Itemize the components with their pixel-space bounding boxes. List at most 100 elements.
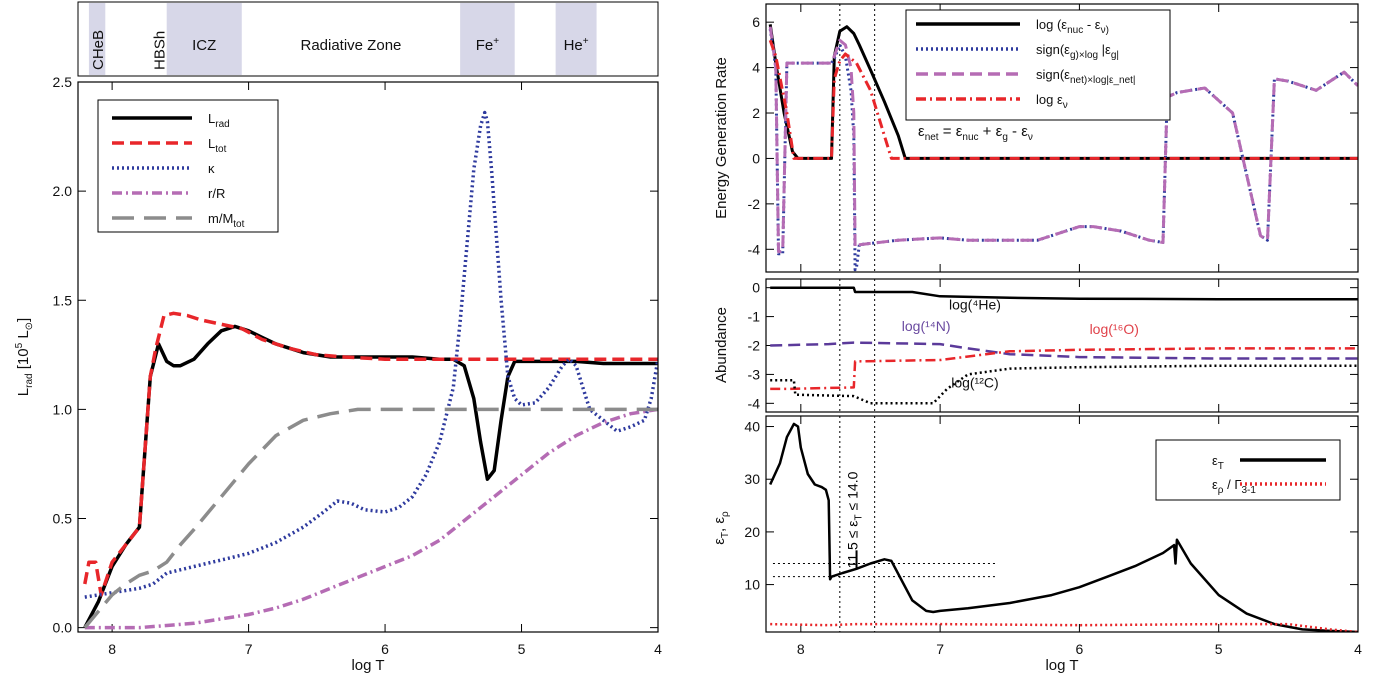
panel-left: 8 7 6 5 4 0.0 0.5 1.0 1.5 2.0 2.5 (53, 74, 663, 657)
x-axis-title: log T (1045, 657, 1078, 674)
plot-frame (765, 278, 1359, 413)
legend-label-part: ε (1212, 477, 1218, 492)
plot-frame (765, 3, 1359, 273)
series-line-2 (84, 110, 658, 599)
range-annotation-text-part: ≤ 14.0 (845, 471, 861, 514)
zone-label: ICZ (192, 37, 216, 54)
legend-label-script: 3-1 (1242, 485, 1257, 496)
zone-shade (460, 3, 515, 75)
legend-frame (1155, 439, 1341, 501)
y-tick-label: -3 (748, 366, 761, 382)
legend-label-script: ν (1063, 100, 1068, 111)
x-tick-label: 4 (654, 641, 662, 657)
x-tick-label: 7 (245, 641, 253, 657)
series-line-1 (83, 311, 658, 597)
plot-area (770, 279, 1358, 412)
y-axis-title-text-part: L (15, 330, 32, 343)
y-axis-title-text-script: rad (24, 373, 35, 387)
series-line-2 (768, 26, 1358, 254)
y-axis-title-text-script: T (720, 532, 731, 538)
legend-label-script: g| (1111, 50, 1119, 61)
legend-label-script: rad (215, 119, 229, 130)
series-line-1 (770, 341, 1358, 360)
legend-label: κ (208, 161, 215, 176)
x-tick-label: 8 (108, 641, 116, 657)
plot-frame (765, 415, 1359, 633)
legend-label-script: nuc (1067, 25, 1083, 36)
y-tick-label: 2 (752, 105, 760, 121)
panel-right_middle: 0 -1 -2 -3 -4 (748, 278, 1359, 413)
plot-area (83, 110, 658, 630)
zone-shade (88, 3, 106, 75)
legend-label: m/Mtot​ (208, 211, 245, 230)
zone-label: Fe+​ (476, 36, 500, 54)
y-tick-label: 1.5 (53, 292, 73, 308)
zone-label: Radiative Zone (300, 37, 401, 54)
legend-label-script: ρ (1218, 485, 1224, 496)
y-tick-label: 10 (744, 577, 760, 593)
legend-label-script: g)×log (1070, 50, 1098, 61)
legend-label-part: κ (208, 161, 215, 176)
legend-label-part: r/R (208, 186, 225, 201)
legend-label-part: log ε (1036, 92, 1063, 107)
legend-label-part: m/M (208, 211, 233, 226)
x-tick-label: 8 (797, 641, 805, 657)
zone-shade (555, 3, 597, 75)
energy-annotation-script: ν (1028, 132, 1033, 143)
zone-label-script: + (493, 36, 499, 47)
plot-layer: 8 7 6 5 4 0.0 0.5 1.0 1.5 2.0 2.5 CHeB HBSh ICZ Radiat… (14, 1, 1362, 674)
abundance-label: log(¹²C) (951, 374, 998, 390)
zone-label-part: ICZ (192, 37, 216, 54)
y-tick-label: 6 (752, 14, 760, 30)
legend-label-script: tot (233, 219, 244, 230)
legend-label: r/R (208, 186, 225, 201)
energy-annotation-part: ε (918, 123, 925, 140)
y-axis-title-text-part: , ε (711, 517, 728, 532)
legend-label-part: ε (1212, 453, 1218, 468)
zone-label: CHeB (90, 30, 107, 70)
zone-shade (166, 3, 242, 75)
y-tick-label: 4 (752, 60, 760, 76)
y-tick-label: 0.0 (53, 620, 73, 636)
legend-label-part: log (ε (1036, 17, 1067, 32)
legend-label-part: - ε (1083, 17, 1101, 32)
x-tick-label: 6 (381, 641, 389, 657)
legend-label-part: sign(ε (1036, 67, 1070, 82)
zone-bar: CHeB HBSh ICZ Radiative Zone Fe+​ He+​ (77, 1, 659, 77)
series-line-3 (770, 364, 1358, 405)
y-tick-label: 0 (752, 150, 760, 166)
y-axis-title-text-part: L (15, 388, 32, 396)
legend-label: log εν​ (1036, 92, 1068, 111)
abundance-label: log(¹⁴N) (902, 318, 951, 334)
series-line-0 (769, 422, 1358, 632)
legend-label-script: net)×log|ε_net| (1070, 75, 1136, 86)
zone-label-part: Radiative Zone (300, 37, 401, 54)
zone-label-part: He (564, 37, 583, 54)
legend-label: sign(εnet)×log|ε_net|​ (1036, 67, 1136, 86)
x-tick-label: 6 (1076, 641, 1084, 657)
energy-annotation-part: = ε (939, 123, 963, 140)
y-tick-label: -1 (748, 309, 761, 325)
legend-label: ερ​ / Γ3-1​ (1212, 477, 1256, 496)
y-tick-label: -4 (748, 395, 761, 411)
y-tick-label: 20 (744, 524, 760, 540)
zone-label: He+​ (564, 36, 589, 54)
range-annotation-text-part: 11.5 ≤ ε (845, 520, 861, 568)
y-tick-label: 0 (752, 280, 760, 296)
zone-label: HBSh (152, 31, 169, 70)
legend-bottom: εT​ ερ​ / Γ3-1​ (1155, 439, 1341, 501)
range-annotation-text-script: T (854, 514, 865, 520)
energy-annotation-script: net (925, 132, 939, 143)
x-tick-label: 7 (936, 641, 944, 657)
y-axis-title: εT​, ερ​ (711, 511, 731, 545)
y-tick-label: 2.0 (53, 183, 73, 199)
range-annotation-text: 11.5 ≤ εT​ ≤ 14.0 (845, 471, 865, 568)
energy-annotation-script: nuc (962, 132, 978, 143)
panel-right_bottom: 8 7 6 5 4 40 30 20 10 (744, 415, 1362, 657)
y-tick-label: 30 (744, 471, 760, 487)
energy-annotation-script: g (1002, 132, 1008, 143)
y-tick-label: 2.5 (53, 74, 73, 90)
y-tick-label: 1.0 (53, 401, 73, 417)
series-line-1 (770, 622, 1358, 632)
